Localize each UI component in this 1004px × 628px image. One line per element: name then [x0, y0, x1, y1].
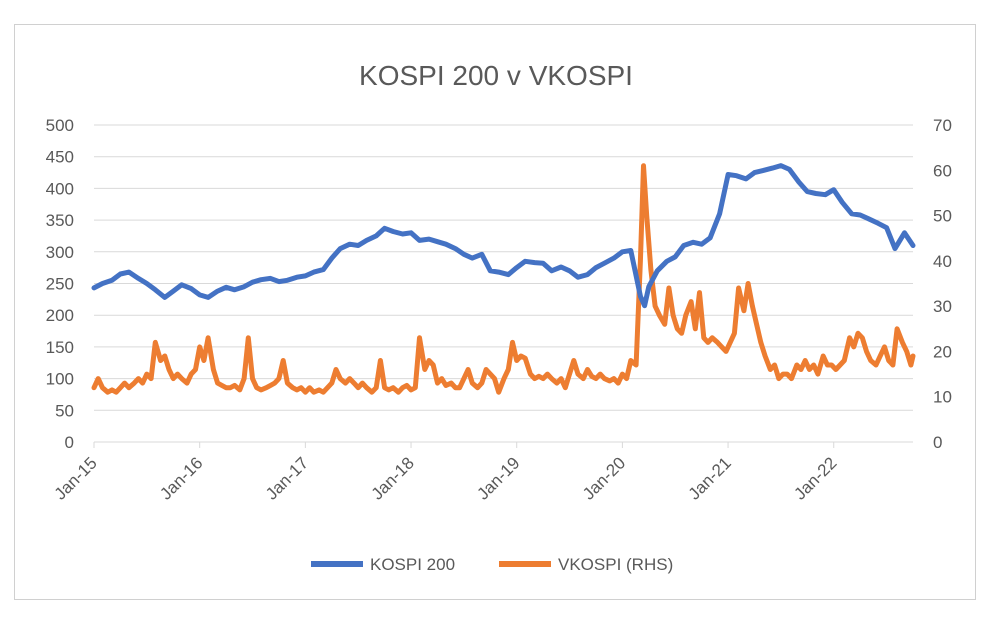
legend-label-kospi: KOSPI 200 — [370, 555, 455, 574]
left-tick-label: 500 — [46, 116, 74, 135]
left-y-axis: 0 50 100 150 200 250 300 350 400 450 500 — [46, 116, 74, 452]
right-tick-label: 70 — [933, 116, 952, 135]
legend-label-vkospi: VKOSPI (RHS) — [558, 555, 673, 574]
series-line-kospi200 — [91, 163, 916, 309]
x-tick-label: Jan-21 — [685, 453, 735, 503]
right-tick-label: 10 — [933, 388, 952, 407]
x-tick-label: Jan-18 — [368, 453, 418, 503]
x-tick-label: Jan-15 — [51, 453, 101, 503]
right-y-axis: 0 10 20 30 40 50 60 70 — [933, 116, 952, 452]
right-tick-label: 40 — [933, 252, 952, 271]
right-tick-label: 50 — [933, 207, 952, 226]
series-line-vkospi — [91, 163, 916, 395]
x-axis: Jan-15 Jan-16 Jan-17 Jan-18 Jan-19 Jan-20 Jan-… — [51, 442, 841, 504]
line-chart: KOSPI 200 v VKOSPI 050100150200250300350… — [46, 60, 952, 574]
left-tick-label: 100 — [46, 370, 74, 389]
chart-frame: KOSPI 200 v VKOSPI 0 50 100 150 200 250 300 350… — [14, 24, 976, 600]
left-tick-label: 250 — [46, 275, 74, 294]
gridlines — [94, 124, 913, 443]
right-tick-label: 20 — [933, 342, 952, 361]
left-tick-label: 200 — [46, 306, 74, 325]
right-tick-label: 30 — [933, 297, 952, 316]
x-tick-label: Jan-16 — [156, 453, 206, 503]
left-tick-label: 300 — [46, 243, 74, 262]
x-tick-label: Jan-17 — [262, 453, 312, 503]
chart-title: KOSPI 200 v VKOSPI — [359, 60, 633, 91]
left-tick-label: 450 — [46, 148, 74, 167]
left-tick-label: 0 — [65, 433, 74, 452]
x-tick-label: Jan-22 — [790, 453, 840, 503]
left-tick-label: 150 — [46, 338, 74, 357]
x-tick-label: Jan-20 — [579, 453, 629, 503]
x-tick-label: Jan-19 — [473, 453, 523, 503]
right-tick-label: 60 — [933, 161, 952, 180]
left-tick-label: 50 — [55, 401, 74, 420]
legend: KOSPI 200 VKOSPI (RHS) — [311, 555, 673, 574]
right-tick-label: 0 — [933, 433, 942, 452]
left-tick-label: 350 — [46, 211, 74, 230]
left-tick-label: 400 — [46, 179, 74, 198]
series-layer — [91, 163, 916, 395]
